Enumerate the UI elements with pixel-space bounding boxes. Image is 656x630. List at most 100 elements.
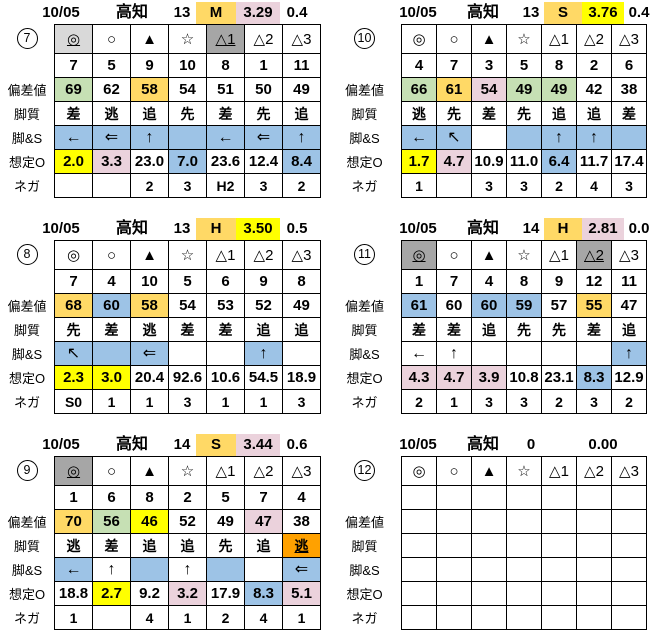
ashi-s-cell: ← [401,341,437,366]
row-kyakushitsu: 差逃追先差先追 [54,101,321,126]
soutei-o-cell: 1.7 [401,149,437,174]
soutei-o-cell: 3.0 [92,365,131,390]
row-labels: 8 偏差値 脚質 脚&S 想定O ネガ [0,240,54,414]
horse-number-cell: 4 [401,53,437,78]
mark-cell: ○ [436,240,472,270]
row-label-hensachi: 偏差値 [7,82,47,98]
ashi-s-cell [471,341,507,366]
hensachi-cell [576,509,612,534]
soutei-o-cell: 54.5 [244,365,283,390]
race-number: 14 [522,220,540,237]
race-table: ◎ ○ ▲ ☆ △1 △2 △3 1 7 4 8 9 12 11 61 60 60 59 57 55 47 差差追先先差追… [401,240,647,414]
nega-cell: H2 [206,173,245,198]
soutei-o-cell: 2.7 [92,581,131,606]
hensachi-cell: 49 [282,293,321,318]
race-number: 0 [526,436,536,453]
label-spacer [328,53,401,77]
diff-value: 0.6 [286,436,308,453]
horse-number-cell [576,485,612,510]
nega-cell [506,605,542,630]
mark-cell: ○ [92,456,131,486]
kyakushitsu-cell: 差 [168,317,207,342]
odds-value: 3.50 [236,218,280,240]
row-label-nega: ネガ [13,178,40,194]
pace-mark: H [196,218,236,240]
horse-number-cell: 7 [436,269,472,294]
row-ashi-s: ↖ ⇐ ↑ [54,341,321,366]
soutei-o-cell: 17.4 [611,149,647,174]
horse-number-cell: 11 [282,53,321,78]
mark-cell: ▲ [471,240,507,270]
race-table: ◎ ○ ▲ ☆ △1 △2 △3 7 4 10 5 6 9 8 68 60 58 54 53 52 49 先差逃差差追追 ↖… [54,240,321,414]
hensachi-cell: 60 [471,293,507,318]
row-ashi-s [401,557,647,582]
soutei-o-cell: 23.1 [541,365,577,390]
block-body: 10 偏差値 脚質 脚&S 想定O ネガ ◎ ○ ▲ ☆ △1 △2 △3 4 7 3 5 8 2 6 66 61 54 49… [328,24,656,198]
soutei-o-cell: 18.8 [54,581,93,606]
hensachi-cell: 53 [206,293,245,318]
soutei-o-cell: 4.7 [436,149,472,174]
soutei-o-cell: 11.0 [506,149,542,174]
hensachi-cell: 50 [244,77,283,102]
ashi-s-cell [282,341,321,366]
row-numbers: 7 5 9 10 8 1 11 [54,53,321,78]
mark-cell: ☆ [506,456,542,486]
nega-cell: 1 [401,173,437,198]
nega-cell: 1 [92,389,131,414]
nega-cell [92,173,131,198]
row-marks: ◎ ○ ▲ ☆ △1 △2 △3 [54,24,321,54]
horse-number-cell: 2 [168,485,207,510]
row-label-soutei-o: 想定O [8,370,46,386]
row-label-soutei-o: 想定O [8,586,46,602]
horse-number-cell: 5 [206,485,245,510]
hensachi-cell: 62 [92,77,131,102]
horse-number-cell: 10 [130,269,169,294]
soutei-o-cell: 2.3 [54,365,93,390]
horse-number-cell: 10 [168,53,207,78]
ashi-s-cell [130,557,169,582]
soutei-o-cell: 23.6 [206,149,245,174]
hensachi-cell: 66 [401,77,437,102]
mark-cell: ◎ [401,240,437,270]
nega-cell [92,605,131,630]
pace-mark: H [544,218,582,240]
hensachi-cell: 60 [92,293,131,318]
soutei-o-cell: 17.9 [206,581,245,606]
mark-cell: ▲ [130,24,169,54]
label-spacer [0,485,54,509]
nega-cell: 1 [54,605,93,630]
block-number-badge: 11 [354,244,375,265]
race-header: 10/05 高知 14 S 3.44 0.6 [0,434,328,456]
race-block-10: 10/05 高知 13 S 3.76 0.4 10 偏差値 脚質 脚&S 想定O ネガ ◎ ○ ▲ ☆ △1 △2… [328,2,656,198]
column-left: 10/05 高知 13 M 3.29 0.4 7 偏差値 脚質 脚&S 想定O ネガ ◎ ○ ▲ ☆ △1 △2 △… [0,2,328,630]
nega-cell: 2 [282,173,321,198]
row-hensachi: 69 62 58 54 51 50 49 [54,77,321,102]
kyakushitsu-cell: 差 [92,317,131,342]
soutei-o-cell: 4.3 [401,365,437,390]
block-body: 11 偏差値 脚質 脚&S 想定O ネガ ◎ ○ ▲ ☆ △1 △2 △3 1 7 4 8 9 12 11 61 60 60… [328,240,656,414]
kyakushitsu-cell: 追 [471,317,507,342]
row-soutei-o [401,581,647,606]
row-label-soutei-o: 想定O [346,154,383,170]
badge-cell: 12 [328,456,401,485]
ashi-s-cell [436,557,472,582]
hensachi-cell [471,509,507,534]
ashi-s-cell: ← [54,125,93,150]
row-marks: ◎ ○ ▲ ☆ △1 △2 △3 [401,240,647,270]
mark-cell: ☆ [168,24,207,54]
nega-cell: 3 [576,389,612,414]
kyakushitsu-cell: 差 [206,317,245,342]
row-label-kyakushitsu: 脚質 [13,106,40,122]
label-spacer [328,485,401,509]
nega-cell [401,605,437,630]
race-header: 10/05 高知 14 H 2.81 0.0 [328,218,656,240]
kyakushitsu-cell: 逃 [54,533,93,558]
mark-cell: ☆ [168,456,207,486]
horse-number-cell [436,485,472,510]
hensachi-cell [436,509,472,534]
ashi-s-cell: ↑ [92,557,131,582]
nega-cell [471,605,507,630]
nega-cell: 1 [168,605,207,630]
